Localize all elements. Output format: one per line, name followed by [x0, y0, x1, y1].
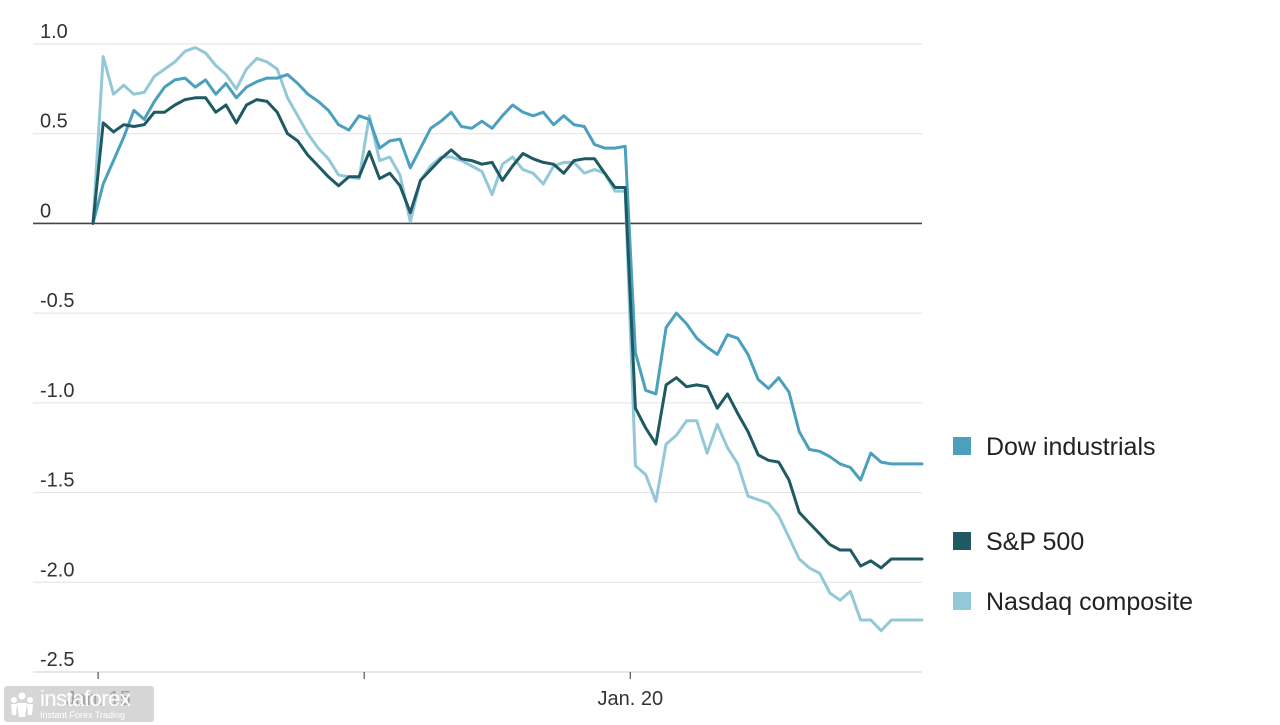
series-line-nasdaq-composite — [91, 46, 924, 633]
y-tick-label: 0 — [40, 200, 51, 222]
watermark-tagline: Instant Forex Trading — [40, 710, 126, 720]
gridlines — [33, 43, 922, 673]
y-tick-label: -1.5 — [40, 470, 74, 492]
legend-label: Dow industrials — [986, 433, 1156, 461]
y-tick-label: -0.5 — [40, 290, 74, 312]
series-line-s-p-500 — [91, 96, 924, 570]
legend-swatch — [953, 437, 971, 455]
series-lines — [91, 46, 924, 633]
instaforex-logo-icon — [11, 692, 33, 717]
x-tick-label: Jan. 20 — [598, 688, 664, 710]
y-tick-label: -1.0 — [40, 380, 74, 402]
legend-swatch — [953, 532, 971, 550]
watermark-brand: instaforex — [40, 686, 131, 711]
y-tick-label: 0.5 — [40, 111, 68, 133]
x-axis: Jan. 15Jan. 20 — [33, 671, 922, 710]
legend-swatch — [953, 592, 971, 610]
legend: Dow industrials S&P 500 Nasdaq composite — [953, 433, 1193, 616]
y-tick-label: 1.0 — [40, 21, 68, 43]
legend-label: Nasdaq composite — [986, 588, 1193, 616]
series-line-dow-industrials — [91, 73, 924, 482]
y-axis-tick-labels: 1.0 0.5 0 -0.5 -1.0 -1.5 -2.0 -2.5 — [40, 21, 74, 671]
y-tick-label: -2.0 — [40, 559, 74, 581]
watermark-logo: instaforex Instant Forex Trading — [4, 686, 154, 722]
legend-label: S&P 500 — [986, 528, 1084, 556]
y-tick-label: -2.5 — [40, 649, 74, 671]
